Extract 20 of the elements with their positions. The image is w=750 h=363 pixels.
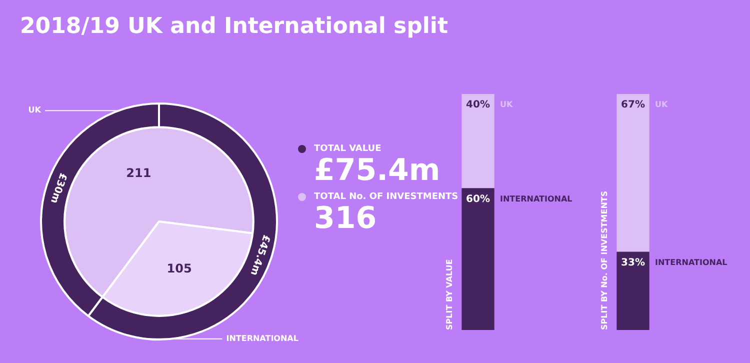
data-label: 211 (126, 166, 152, 180)
series-label: UK (500, 100, 514, 110)
legend-label: TOTAL No. OF INVESTMENTS (314, 192, 458, 202)
series-label: INTERNATIONAL (500, 194, 572, 204)
data-label: 67% (621, 100, 645, 111)
y-axis-title: SPLIT BY No. OF INVESTMENTS (600, 190, 610, 330)
slice-label: UK (28, 106, 42, 115)
data-label: 105 (166, 261, 192, 276)
data-label: £30m (48, 171, 68, 205)
legend-label: TOTAL VALUE (314, 144, 382, 154)
data-label: 60% (466, 194, 490, 205)
text: £75.4m (314, 153, 440, 188)
text: 316 (314, 201, 377, 236)
series-label: UK (655, 100, 668, 110)
data-label: 40% (466, 100, 490, 111)
series-label: INTERNATIONAL (655, 258, 728, 268)
chart-title: 2018/19 UK and International split (20, 14, 448, 39)
data-label: 33% (621, 258, 645, 269)
slice-label: INTERNATIONAL (226, 334, 298, 343)
y-axis-title: SPLIT BY VALUE (445, 259, 454, 330)
